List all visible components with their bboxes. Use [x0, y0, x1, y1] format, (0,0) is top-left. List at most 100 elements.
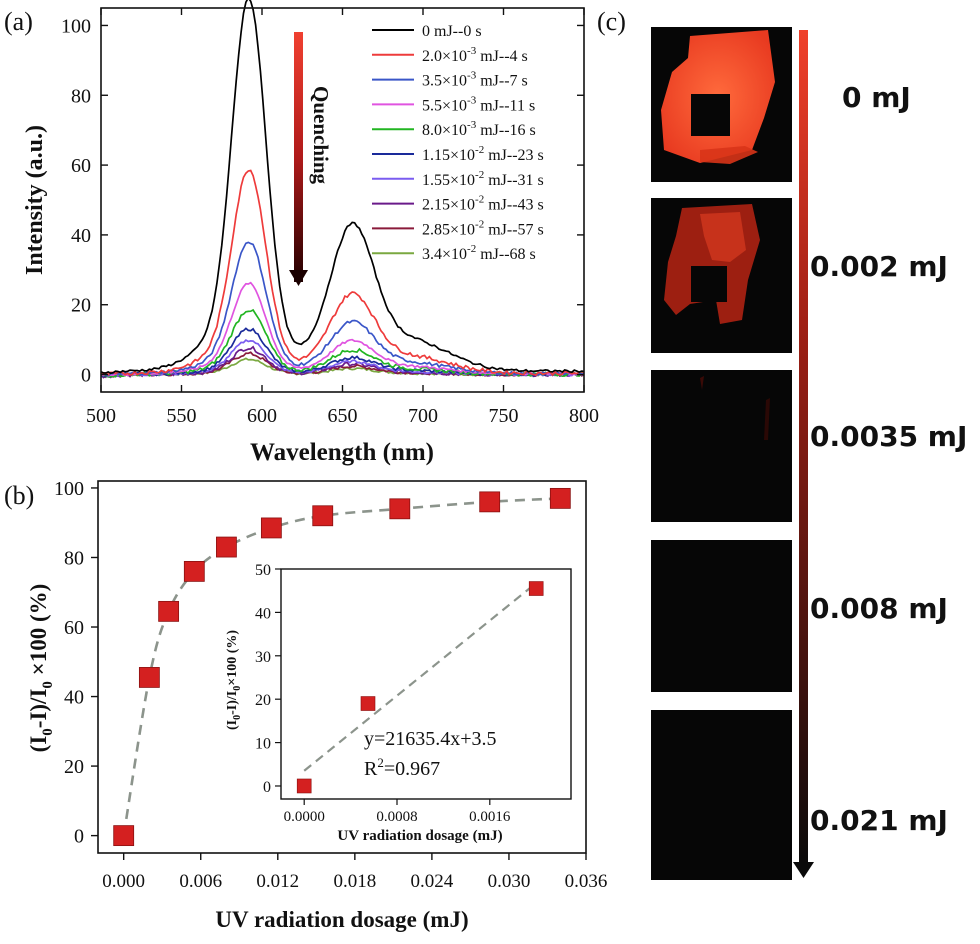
c-sample-faint-mark [700, 376, 704, 390]
a-legend-entry: 2.15×10-2 mJ--43 s [422, 194, 544, 214]
c-image-00035mj [651, 370, 792, 522]
a-y-tick-label: 0 [81, 365, 91, 387]
b-fit-curve [122, 497, 561, 836]
inset-points-group [296, 581, 544, 794]
b-x-tick-label: 0.012 [256, 871, 299, 892]
b-data-point [183, 560, 205, 582]
a-legend-entry: 5.5×10-3 mJ--11 s [422, 94, 535, 114]
a-legend-entry: 8.0×10-3 mJ--16 s [422, 119, 536, 139]
inset-data-point [528, 581, 544, 596]
inset-y-axis-label: (I0-I)/I0×100 (%) [225, 630, 243, 730]
a-series-group [100, 0, 585, 379]
a-x-tick-label: 550 [167, 405, 197, 427]
b-x-tick-label: 0.000 [102, 871, 145, 892]
b-y-tick-label: 100 [54, 478, 84, 500]
c-label-0021mj: 0.021 mJ [810, 804, 948, 837]
b-data-point [260, 517, 282, 539]
b-y-tick-label: 20 [64, 756, 84, 778]
quenching-arrow-head [289, 270, 308, 286]
c-colorbar-arrowhead [793, 862, 814, 878]
inset-r-squared: R2=0.967 [364, 755, 440, 780]
b-data-point [312, 505, 334, 527]
c-dosage-colorbar [799, 30, 808, 865]
a-y-tick-label: 60 [71, 155, 91, 177]
c-image-0021mj [651, 710, 792, 880]
b-y-tick-label: 40 [64, 687, 84, 709]
b-points-group [113, 487, 571, 847]
b-x-tick-label: 0.024 [411, 871, 454, 892]
inset-fit-line [303, 582, 537, 772]
a-legend-entry: 0 mJ--0 s [422, 23, 482, 40]
c-sample-cutout [691, 94, 730, 136]
a-series-line [100, 0, 585, 375]
a-x-axis-label: Wavelength (nm) [250, 439, 434, 466]
inset-x-tick-label: 0.0008 [376, 809, 417, 825]
panel-c-label: (c) [597, 7, 626, 36]
panel-a-label: (a) [4, 7, 33, 36]
a-y-tick-label: 80 [71, 85, 91, 107]
inset-fit-equation: y=21635.4x+3.5 [364, 728, 497, 750]
b-plot-frame [97, 480, 587, 854]
inset-y-tick-label: 0 [263, 779, 271, 796]
b-data-point [389, 498, 411, 520]
inset-fit-line-group [303, 582, 537, 772]
a-legend: 0 mJ--0 s 2.0×10-3 mJ--4 s 3.5×10-3 mJ--7 … [372, 23, 544, 263]
b-data-point [479, 491, 501, 513]
b-axes: 0.000 0.006 0.012 0.018 0.024 0.030 0.036 0 20 40… [54, 478, 607, 892]
a-series-line [100, 169, 585, 377]
a-x-tick-label: 600 [247, 405, 277, 427]
inset-y-tick-label: 10 [255, 736, 271, 753]
b-y-tick-label: 0 [74, 826, 84, 848]
inset-data-point [360, 696, 376, 711]
b-data-point [216, 536, 237, 558]
inset-data-point [296, 778, 312, 794]
b-x-tick-label: 0.036 [565, 871, 608, 892]
b-x-axis-label: UV radiation dosage (mJ) [215, 907, 468, 932]
a-legend-entry: 2.0×10-3 mJ--4 s [422, 45, 528, 65]
panel-c-images: 0 mJ 0.002 mJ 0.0035 mJ 0.008 mJ 0.021 m… [651, 27, 967, 880]
a-axes: 500 550 600 650 700 750 800 0 20 40 60 80 100 [61, 8, 599, 427]
c-label-0002mj: 0.002 mJ [810, 250, 948, 283]
a-legend-entry: 2.85×10-2 mJ--57 s [422, 218, 544, 238]
a-y-tick-label: 20 [71, 295, 91, 317]
b-x-tick-label: 0.018 [333, 871, 376, 892]
b-inset-chart: 0.0000 0.0008 0.0016 0 10 20 30 40 50 UV radiati… [225, 562, 572, 844]
panel-b-chart: 0.000 0.006 0.012 0.018 0.024 0.030 0.036 0 20 40… [26, 478, 607, 932]
b-data-point [158, 600, 180, 622]
inset-x-tick-label: 0.0016 [469, 809, 511, 825]
inset-y-tick-label: 40 [255, 605, 271, 622]
c-label-00035mj: 0.0035 mJ [810, 420, 967, 453]
c-sample-bright-edge [700, 146, 758, 164]
a-y-tick-label: 40 [71, 225, 91, 247]
b-data-point [138, 667, 160, 688]
b-x-tick-label: 0.030 [488, 871, 531, 892]
c-sample-dim-cutout [691, 266, 727, 302]
a-legend-entry: 1.15×10-2 mJ--23 s [422, 144, 544, 164]
c-sample-faint-edge [764, 398, 770, 440]
a-legend-entry: 3.4×10-2 mJ--68 s [422, 243, 536, 263]
b-y-tick-label: 80 [64, 547, 84, 569]
a-x-tick-label: 700 [408, 405, 438, 427]
b-data-point [113, 825, 135, 847]
b-y-tick-label: 60 [64, 617, 84, 639]
inset-plot-frame [280, 568, 572, 800]
a-legend-entry: 3.5×10-3 mJ--7 s [422, 70, 528, 90]
inset-x-axis-label: UV radiation dosage (mJ) [337, 828, 502, 844]
a-x-tick-label: 500 [86, 405, 116, 427]
a-x-tick-label: 750 [489, 405, 519, 427]
a-x-tick-label: 800 [569, 405, 599, 427]
quenching-label: Quenching [309, 86, 333, 185]
a-x-tick-label: 650 [328, 405, 358, 427]
b-data-point [549, 487, 571, 509]
c-image-0008mj [651, 540, 792, 692]
inset-y-tick-label: 30 [255, 649, 271, 666]
inset-y-tick-label: 50 [255, 562, 271, 579]
inset-axes: 0.0000 0.0008 0.0016 0 10 20 30 40 50 [255, 562, 511, 825]
a-legend-entry: 1.55×10-2 mJ--31 s [422, 169, 544, 189]
panel-b-label: (b) [4, 481, 34, 510]
b-fit-curve-group [122, 497, 561, 836]
c-label-0008mj: 0.008 mJ [810, 592, 948, 625]
inset-y-tick-label: 20 [255, 692, 271, 709]
panel-a-chart: 500 550 600 650 700 750 800 0 20 40 60 80 100 Wavele… [22, 0, 599, 466]
